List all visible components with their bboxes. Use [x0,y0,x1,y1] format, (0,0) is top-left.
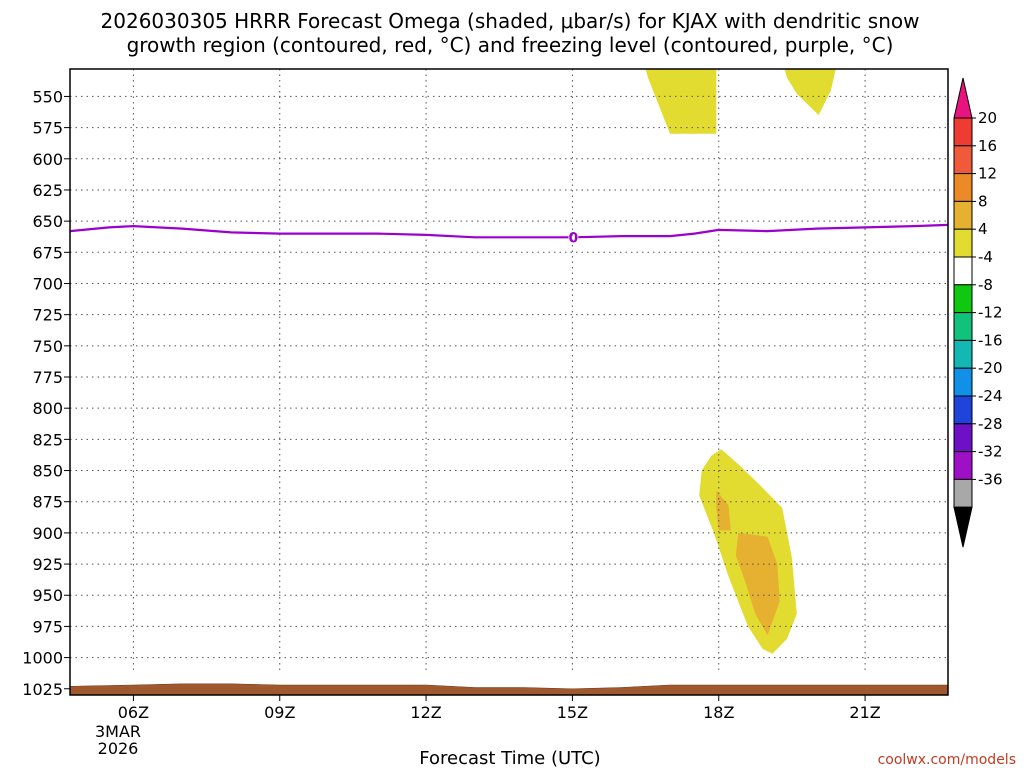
y-tick-label-600: 600 [32,150,63,169]
y-tick-label-625: 625 [32,181,63,200]
y-tick-label-725: 725 [32,306,63,325]
x-tick-label-21Z: 21Z [849,703,880,722]
colorbar-label-14: -36 [978,470,1003,488]
y-tick-label-650: 650 [32,212,63,231]
colorbar-swatch-4 [953,200,973,230]
y-tick-label-550: 550 [32,87,63,106]
omega-region-8-12-5 [735,532,780,636]
y-tick-label-700: 700 [32,274,63,293]
colorbar-label-1: 20 [978,109,997,127]
plot-area [69,69,949,696]
omega-region-8-12-4 [716,490,731,531]
colorbar-label-13: -32 [978,443,1003,461]
freezing-level-line-right [578,223,949,239]
y-tick-label-675: 675 [32,243,63,262]
colorbar-label-11: -24 [978,387,1003,405]
colorbar-swatch-3 [953,173,973,202]
grid-lines [70,69,948,673]
colorbar-label-3: 12 [978,165,997,183]
colorbar-label-5: 4 [978,220,988,238]
y-tick-label-1000: 1000 [22,649,63,668]
colorbar-swatch-6 [953,256,973,286]
colorbar-label-4: 8 [978,192,988,210]
date-label-year: 2026 [98,739,139,758]
credit-link[interactable]: coolwx.com/models [878,752,1016,768]
colorbar-swatch-10 [953,367,973,397]
chart-title-line-1: 2026030305 HRRR Forecast Omega (shaded, … [101,9,920,33]
y-tick-label-875: 875 [32,493,63,512]
y-tick-label-750: 750 [32,337,63,356]
x-axis-label: Forecast Time (UTC) [419,748,600,768]
x-tick-label-15Z: 15Z [557,703,588,722]
colorbar-swatch-1 [953,117,973,147]
x-axis-ticks: 06Z 09Z 12Z 15Z 18Z 21Z [118,695,881,722]
freezing-level-line-left [69,224,569,239]
colorbar-swatch-11 [953,395,973,425]
colorbar-swatch-2 [953,145,973,175]
colorbar-label-8: -12 [978,304,1003,322]
x-tick-label-06Z: 06Z [118,703,149,722]
date-label-month: 3MAR [95,722,141,741]
ground-terrain [69,683,949,696]
omega-region-4-8-1 [645,69,717,134]
colorbar-legend: 20 16 12 8 4 -4 -8 -12 -16 -20 -24 -28 -32 -36 [953,77,1003,548]
colorbar-top-arrow [953,77,973,119]
freezing-level-contour: 0 [69,223,949,246]
y-tick-label-825: 825 [32,430,63,449]
x-tick-label-09Z: 09Z [264,703,295,722]
colorbar-label-2: 16 [978,137,997,155]
colorbar-label-10: -20 [978,359,1003,377]
x-tick-label-12Z: 12Z [410,703,441,722]
freezing-level-label: 0 [569,230,579,246]
colorbar-bottom-arrow [953,506,973,548]
y-tick-label-775: 775 [32,368,63,387]
y-tick-label-925: 925 [32,555,63,574]
colorbar-swatch-5 [953,228,973,258]
colorbar-swatch-13 [953,451,973,480]
colorbar-label-9: -16 [978,331,1003,349]
omega-region-4-8-2 [784,69,836,116]
colorbar-label-6: -4 [978,248,993,266]
colorbar-label-12: -28 [978,415,1003,433]
colorbar-swatch-8 [953,312,973,341]
y-tick-label-575: 575 [32,119,63,138]
colorbar-swatch-9 [953,339,973,369]
y-tick-label-975: 975 [32,617,63,636]
y-tick-label-850: 850 [32,462,63,481]
chart-title-line-2: growth region (contoured, red, °C) and f… [127,33,894,57]
plot-frame [69,68,949,696]
y-tick-label-950: 950 [32,586,63,605]
x-tick-label-18Z: 18Z [703,703,734,722]
colorbar-swatch-7 [953,284,973,314]
colorbar-label-7: -8 [978,276,993,294]
y-axis-ticks: 550 575 600 625 650 675 700 725 750 775 800 825 850 8… [22,87,70,699]
y-tick-label-800: 800 [32,399,63,418]
colorbar-swatch-14 [953,478,973,508]
y-tick-label-1025: 1025 [22,680,63,699]
y-tick-label-900: 900 [32,524,63,543]
colorbar-swatch-12 [953,423,973,453]
